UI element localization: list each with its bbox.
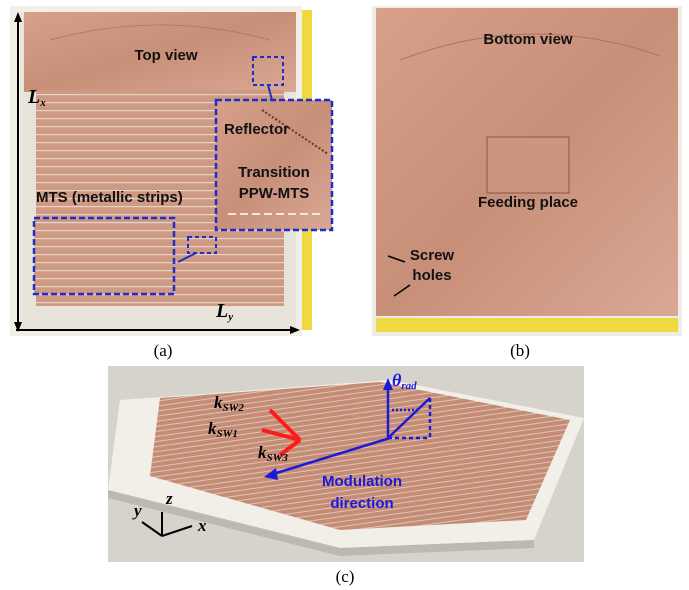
- label: Feeding place: [478, 194, 578, 211]
- panel-c: kSW2 kSW1 kSW3 θrad Modulation direction…: [108, 366, 584, 586]
- label: MTS (metallic strips): [36, 189, 183, 206]
- label: holes: [412, 267, 451, 284]
- label: x: [39, 97, 46, 109]
- figure: Top view Lx Ly Reflector Transition PPW-…: [0, 0, 689, 590]
- label: y: [132, 501, 142, 520]
- label: (c): [336, 567, 355, 586]
- label: SW1: [217, 428, 238, 440]
- label: Bottom view: [483, 31, 573, 48]
- panel-b: Bottom view Feeding place Screw holes (b…: [372, 6, 682, 360]
- label: z: [165, 489, 173, 508]
- label: Reflector: [224, 121, 289, 138]
- shape: [376, 318, 678, 332]
- shape: [487, 137, 569, 193]
- label: x: [197, 516, 207, 535]
- label: PPW-MTS: [239, 185, 310, 202]
- label: (a): [154, 341, 173, 360]
- label: rad: [401, 380, 417, 392]
- label: Top view: [134, 47, 197, 64]
- label: L: [215, 300, 228, 322]
- label: L: [27, 86, 40, 108]
- label: direction: [330, 495, 393, 512]
- panel-a: Top view Lx Ly Reflector Transition PPW-…: [10, 6, 332, 360]
- label: Transition: [238, 164, 310, 181]
- label: (b): [510, 341, 530, 360]
- label: Screw: [410, 247, 455, 264]
- label: Modulation: [322, 473, 402, 490]
- shape: [34, 218, 174, 294]
- label: SW3: [267, 452, 289, 464]
- label: SW2: [223, 402, 245, 414]
- label: y: [226, 311, 233, 323]
